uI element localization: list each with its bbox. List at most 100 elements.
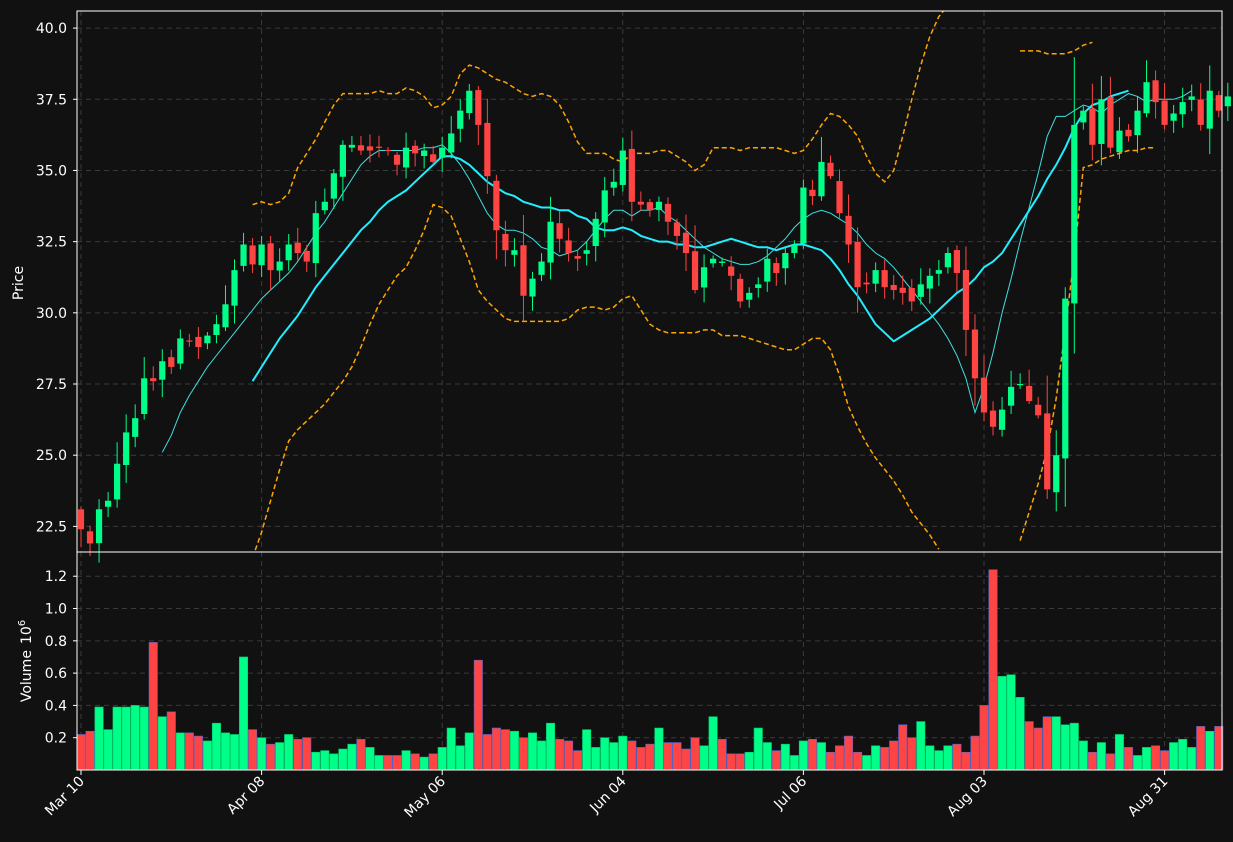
volume-bar: [997, 676, 1007, 771]
volume-bar: [437, 747, 447, 771]
volume-bar: [148, 642, 158, 771]
volume-bar: [708, 716, 718, 771]
candle-body: [710, 258, 717, 264]
candle-body: [502, 233, 509, 251]
volume-bar: [907, 737, 917, 771]
bollinger-upper-line: [252, 11, 1093, 206]
candle-body: [791, 244, 798, 253]
moving-average-long-line: [251, 89, 1129, 382]
candle-body: [935, 270, 942, 274]
candle-body: [1179, 102, 1186, 115]
volume-bar: [509, 730, 519, 771]
candle-body: [655, 201, 663, 210]
volume-bar: [211, 722, 221, 771]
candle-body: [258, 244, 265, 266]
volume-bar: [401, 750, 411, 771]
volume-bar: [284, 734, 294, 771]
price-tick-label: 37.5: [36, 92, 67, 108]
volume-bar: [798, 740, 808, 771]
candle-body: [737, 278, 744, 302]
volume-bar: [871, 745, 881, 771]
volume-tick-label: 0.2: [45, 731, 67, 747]
candle-body: [782, 253, 789, 269]
candle-body: [493, 180, 500, 231]
volume-tick-label: 1.2: [45, 569, 67, 585]
candle-body: [1007, 386, 1015, 406]
volume-bar: [139, 706, 149, 771]
candle-body: [691, 251, 699, 291]
price-tick-label: 25.0: [36, 448, 67, 464]
candle-body: [402, 147, 410, 168]
volume-bar: [1006, 674, 1016, 771]
volume-bar: [266, 743, 276, 771]
volume-axis-exponent-base: 10: [19, 626, 35, 644]
volume-bars: [76, 569, 1224, 771]
volume-bar: [1060, 724, 1070, 771]
candle-body: [556, 223, 563, 239]
candle-body: [574, 256, 581, 259]
candle-body: [863, 282, 870, 285]
volume-bar: [184, 732, 194, 771]
volume-bar: [844, 735, 854, 771]
candle-body: [95, 509, 103, 544]
volume-bar: [220, 732, 230, 771]
candle-body: [375, 146, 383, 148]
volume-bar: [825, 751, 835, 771]
candle-body: [357, 145, 365, 151]
volume-bar: [446, 727, 456, 771]
candle-body: [926, 275, 933, 289]
volume-tick-label: 1.0: [45, 602, 67, 618]
candle-body: [746, 292, 753, 300]
price-grid: [77, 11, 1222, 552]
candle-body: [637, 201, 644, 205]
candle-body: [1116, 130, 1123, 153]
candle-body: [673, 222, 681, 236]
candle-body: [168, 357, 175, 367]
volume-bar: [762, 742, 772, 771]
volume-bar: [600, 737, 610, 771]
candle-body: [104, 500, 112, 507]
volume-bar: [248, 729, 258, 771]
price-tick-label: 22.5: [36, 519, 67, 535]
price-tick-label: 30.0: [36, 306, 67, 322]
candle-body: [1107, 96, 1114, 148]
volume-bar: [979, 705, 989, 771]
candle-body: [132, 418, 139, 437]
volume-bar: [1069, 722, 1079, 771]
price-tick-label: 40.0: [36, 21, 67, 37]
candle-body: [1143, 82, 1150, 114]
candle-body: [321, 201, 328, 211]
candle-body: [520, 245, 527, 296]
volume-bar: [239, 656, 249, 771]
candle-body: [249, 245, 256, 265]
candle-body: [267, 243, 274, 271]
candle-body: [664, 203, 672, 222]
volume-bar: [356, 739, 366, 771]
volume-bar: [672, 742, 682, 771]
volume-bar: [961, 751, 971, 771]
candle-body: [845, 215, 852, 245]
candle-body: [312, 213, 319, 264]
volume-bar: [1024, 721, 1034, 771]
candle-body: [213, 324, 220, 335]
candle-body: [1026, 385, 1033, 402]
candle-body: [1197, 99, 1204, 125]
candle-body: [881, 270, 888, 288]
volume-bar: [500, 729, 510, 771]
volume-bar: [293, 739, 303, 771]
volume-bar: [230, 734, 240, 771]
volume-bar: [555, 739, 565, 771]
candle-body: [601, 190, 608, 223]
volume-bar: [690, 737, 700, 771]
price-tick-label: 32.5: [36, 235, 67, 251]
candle-body: [619, 150, 626, 185]
candle-body: [77, 509, 85, 530]
volume-bar: [717, 739, 727, 771]
candle-body: [1071, 124, 1078, 304]
candle-body: [700, 267, 708, 288]
volume-bar: [112, 706, 122, 771]
volume-tick-label: 0.6: [45, 666, 67, 682]
candle-body: [86, 531, 94, 544]
volume-bar: [482, 734, 492, 771]
